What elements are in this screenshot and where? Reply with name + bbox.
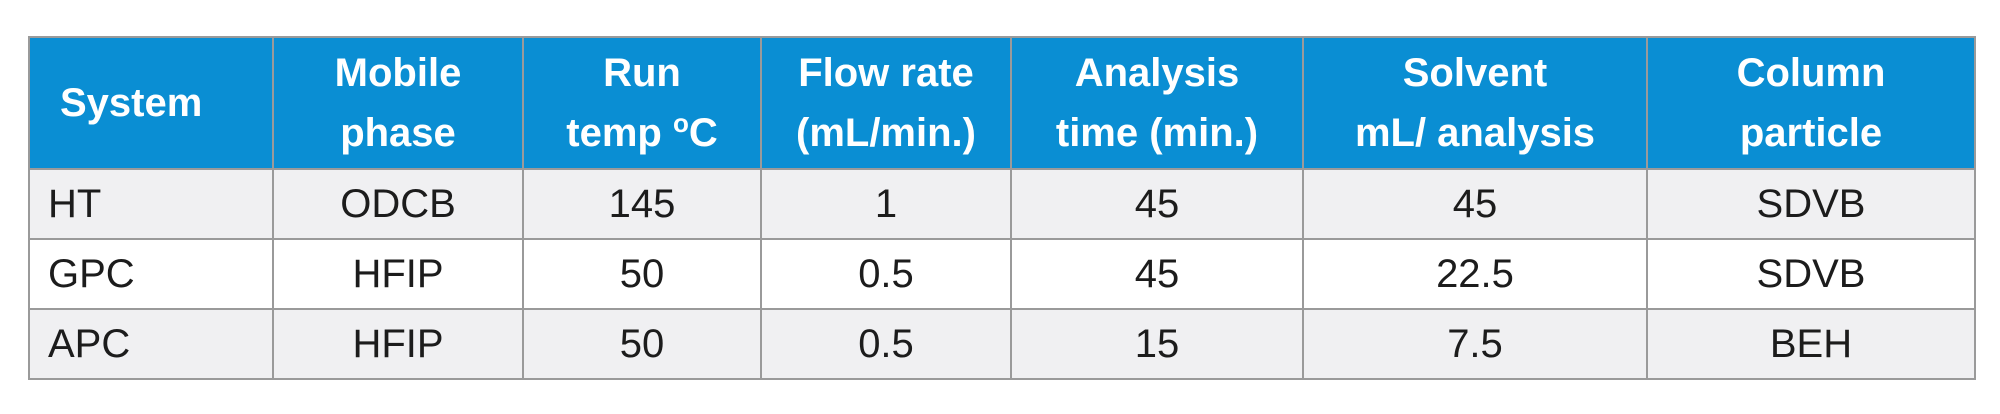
cell-system: GPC: [28, 238, 274, 310]
cell-analysis-time: 45: [1010, 238, 1304, 310]
table-row: GPC HFIP 50 0.5 45 22.5 SDVB: [28, 238, 1976, 310]
cell-column-particle: BEH: [1646, 308, 1976, 380]
degree-superscript: o: [672, 108, 689, 138]
cell-system: APC: [28, 308, 274, 380]
data-table: System Mobile phase Run temp oC Flow rat…: [28, 36, 1976, 380]
header-row: System Mobile phase Run temp oC Flow rat…: [28, 36, 1976, 170]
header-column-particle: Column particle: [1646, 36, 1976, 170]
cell-solvent: 45: [1302, 168, 1648, 240]
header-flow-rate: Flow rate (mL/min.): [760, 36, 1012, 170]
cell-analysis-time: 15: [1010, 308, 1304, 380]
table-row: HT ODCB 145 1 45 45 SDVB: [28, 168, 1976, 240]
header-run-temp: Run temp oC: [522, 36, 762, 170]
cell-flow-rate: 0.5: [760, 308, 1012, 380]
cell-run-temp: 50: [522, 238, 762, 310]
cell-solvent: 7.5: [1302, 308, 1648, 380]
cell-flow-rate: 1: [760, 168, 1012, 240]
cell-run-temp: 50: [522, 308, 762, 380]
cell-mobile-phase: ODCB: [272, 168, 524, 240]
header-solvent: Solvent mL/ analysis: [1302, 36, 1648, 170]
header-system: System: [28, 36, 274, 170]
cell-mobile-phase: HFIP: [272, 238, 524, 310]
table-row: APC HFIP 50 0.5 15 7.5 BEH: [28, 308, 1976, 380]
cell-solvent: 22.5: [1302, 238, 1648, 310]
cell-system: HT: [28, 168, 274, 240]
cell-mobile-phase: HFIP: [272, 308, 524, 380]
cell-column-particle: SDVB: [1646, 238, 1976, 310]
data-table-container: System Mobile phase Run temp oC Flow rat…: [28, 36, 1976, 380]
header-mobile-phase: Mobile phase: [272, 36, 524, 170]
cell-flow-rate: 0.5: [760, 238, 1012, 310]
cell-analysis-time: 45: [1010, 168, 1304, 240]
cell-run-temp: 145: [522, 168, 762, 240]
cell-column-particle: SDVB: [1646, 168, 1976, 240]
header-analysis-time: Analysis time (min.): [1010, 36, 1304, 170]
